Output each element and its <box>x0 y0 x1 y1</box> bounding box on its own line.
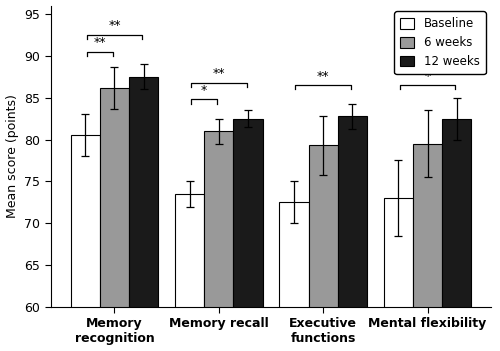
Text: *: * <box>201 84 207 97</box>
Text: **: ** <box>317 69 330 82</box>
Text: **: ** <box>108 19 120 32</box>
Bar <box>234 119 262 351</box>
Bar <box>100 88 129 351</box>
Bar <box>175 194 204 351</box>
Bar <box>442 119 472 351</box>
Bar <box>308 145 338 351</box>
Text: *: * <box>424 69 430 82</box>
Bar <box>204 131 234 351</box>
Bar <box>413 144 442 351</box>
Bar <box>129 77 158 351</box>
Text: **: ** <box>94 36 106 49</box>
Legend: Baseline, 6 weeks, 12 weeks: Baseline, 6 weeks, 12 weeks <box>394 12 486 74</box>
Text: **: ** <box>212 67 225 80</box>
Bar <box>338 116 367 351</box>
Y-axis label: Mean score (points): Mean score (points) <box>6 94 18 218</box>
Bar <box>280 202 308 351</box>
Bar <box>384 198 413 351</box>
Bar <box>70 135 100 351</box>
